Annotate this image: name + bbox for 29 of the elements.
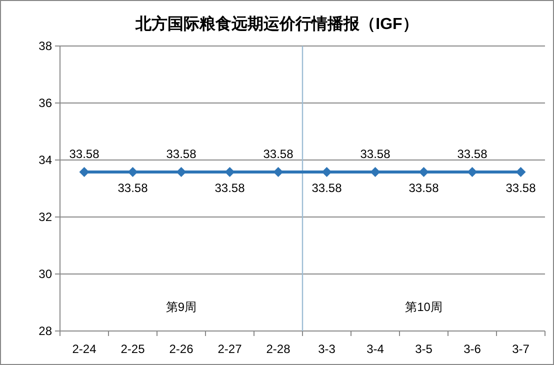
x-tick-label: 2-26 (169, 342, 194, 356)
data-label: 33.58 (506, 180, 536, 195)
x-tick-label: 2-25 (120, 342, 146, 356)
y-tick-label: 28 (38, 324, 52, 338)
x-tick-label: 3-7 (512, 342, 530, 356)
y-tick-label: 38 (38, 39, 52, 53)
x-tick-label: 2-24 (72, 342, 97, 356)
x-tick-label: 2-27 (218, 342, 242, 356)
data-label: 33.58 (214, 180, 246, 195)
y-tick-label: 36 (38, 96, 52, 110)
y-tick-label: 30 (38, 267, 52, 281)
data-label: 33.58 (166, 146, 197, 161)
data-label: 33.58 (69, 146, 100, 161)
x-tick-label: 3-3 (318, 342, 336, 356)
y-tick-label: 32 (38, 210, 52, 224)
y-tick-label: 34 (38, 153, 52, 167)
data-label: 33.58 (118, 180, 148, 195)
annotation: 第10周 (405, 300, 442, 314)
annotation: 第9周 (166, 300, 197, 314)
data-label: 33.58 (312, 180, 342, 195)
x-tick-label: 2-28 (266, 342, 291, 356)
x-tick-label: 3-4 (366, 342, 384, 356)
data-label: 33.58 (360, 146, 391, 161)
x-tick-label: 3-5 (415, 342, 433, 356)
chart-title: 北方国际粮食远期运价行情播报（IGF） (134, 14, 418, 33)
x-tick-label: 3-6 (464, 342, 482, 356)
data-label: 33.58 (457, 146, 488, 161)
data-label: 33.58 (408, 180, 440, 195)
data-label: 33.58 (263, 146, 294, 161)
